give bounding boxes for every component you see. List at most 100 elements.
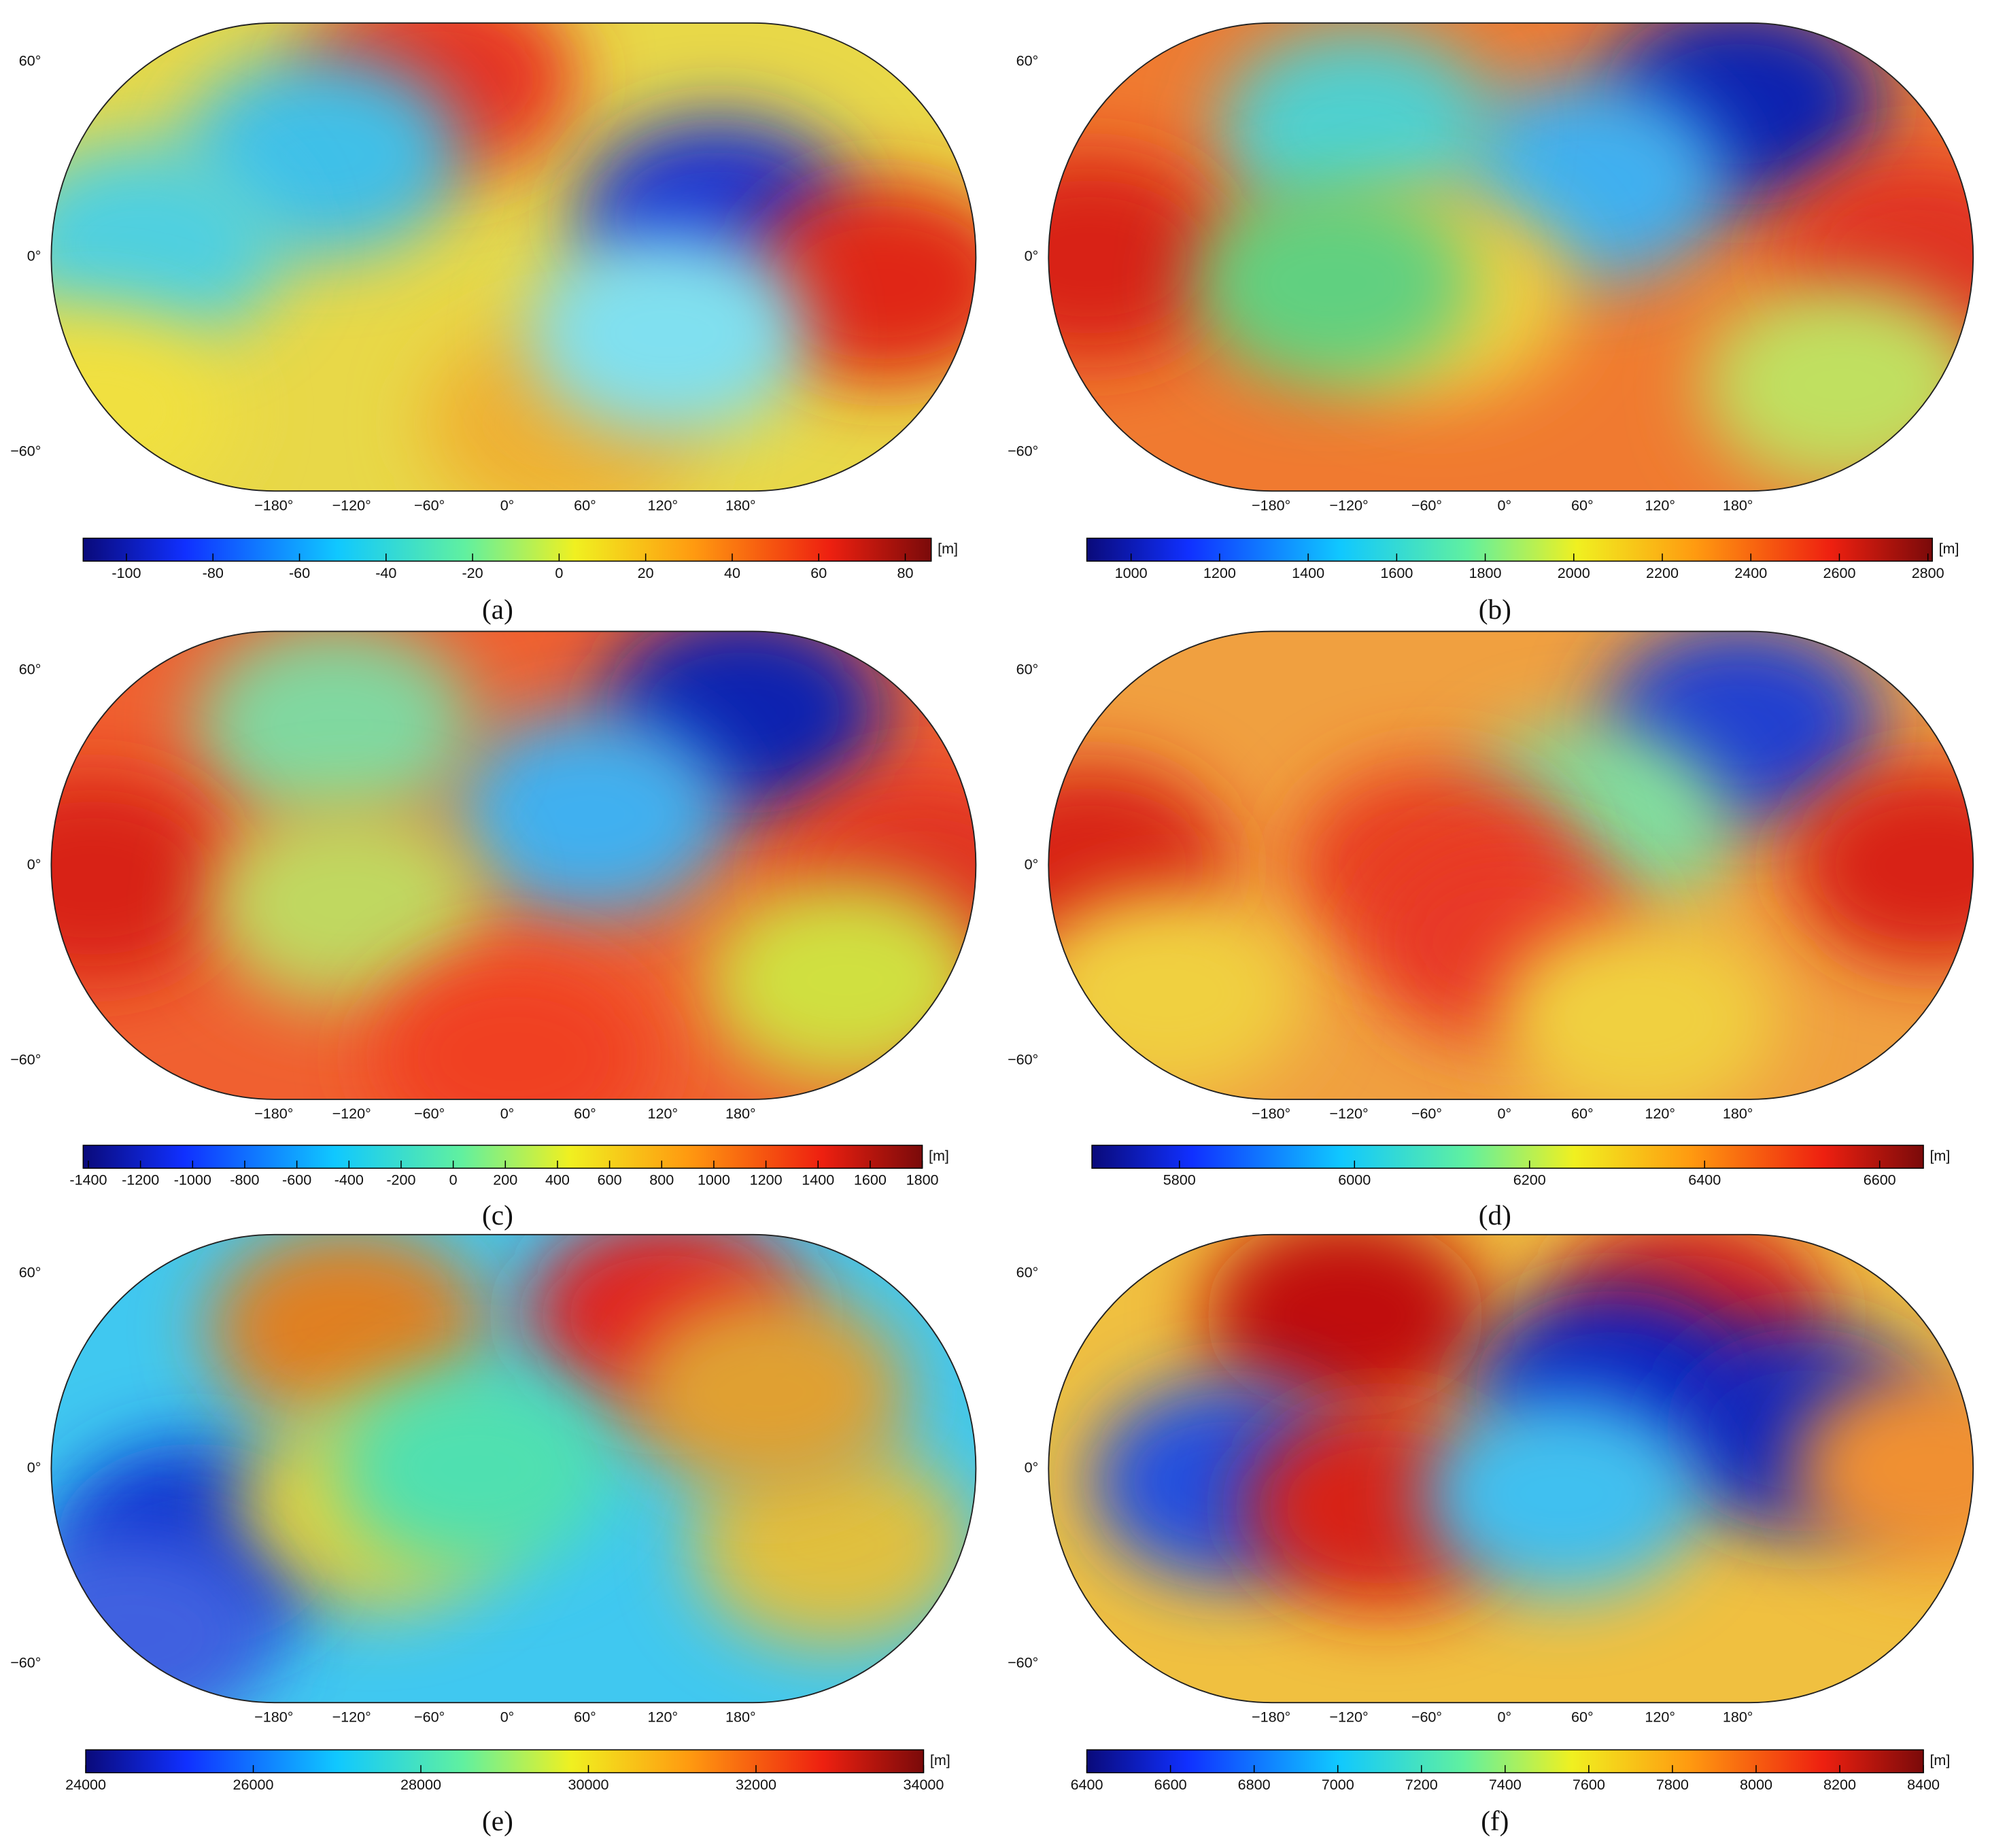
colorbar-tick-label: -60 [289, 564, 310, 581]
panel-label: (a) [482, 594, 513, 626]
colorbar-tick-label: 6600 [1154, 1776, 1187, 1793]
panel-label: (b) [1479, 594, 1511, 626]
colorbar [82, 1144, 923, 1169]
lon-tick-label: 0° [1498, 496, 1512, 513]
lat-tick-label: −60° [10, 1654, 41, 1671]
colorbar-tick-label: 1400 [1292, 564, 1324, 581]
colorbar-tick-label: 7200 [1405, 1776, 1438, 1793]
map-field [704, 878, 976, 1082]
lat-tick-label: 60° [19, 1264, 41, 1281]
lon-tick-label: 60° [574, 1105, 596, 1122]
map-border [1048, 630, 1974, 1100]
colorbar-tick-label: 8400 [1907, 1776, 1940, 1793]
lon-tick-label: 180° [725, 496, 756, 513]
lat-tick-label: −60° [10, 443, 41, 460]
map [1048, 1234, 1974, 1703]
colorbar-tick-label: 200 [493, 1171, 517, 1188]
lat-tick-label: −60° [10, 1050, 41, 1067]
lon-tick-label: 120° [648, 1708, 679, 1725]
lon-tick-label: 120° [1645, 496, 1675, 513]
colorbar-tick-label: 7000 [1322, 1776, 1354, 1793]
map-field [1048, 154, 1231, 360]
lon-tick-label: 120° [648, 1105, 679, 1122]
colorbar-tick-label: -1200 [122, 1171, 159, 1188]
colorbar-tick-label: 1800 [906, 1171, 939, 1188]
lon-tick-label: −60° [1411, 1105, 1442, 1122]
lat-tick-label: 60° [1016, 660, 1039, 677]
lon-tick-label: 180° [1723, 1105, 1753, 1122]
colorbar-tick-label: 7400 [1489, 1776, 1522, 1793]
colorbar-tick-label: 1600 [854, 1171, 887, 1188]
panel-label: (e) [482, 1805, 513, 1837]
map-field [334, 1366, 616, 1571]
colorbar-tick-label: -20 [462, 564, 483, 581]
lon-tick-label: −60° [1411, 496, 1442, 513]
lon-tick-label: −180° [1252, 1105, 1290, 1122]
map-field [1421, 1392, 1702, 1596]
colorbar-tick-label: 400 [545, 1171, 570, 1188]
colorbar-tick-label: 26000 [233, 1776, 274, 1793]
lon-tick-label: 0° [500, 1105, 515, 1122]
colorbar-tick-label: 600 [598, 1171, 622, 1188]
colorbar-tick-label: 6600 [1864, 1171, 1896, 1188]
colorbar-tick-label: 1800 [1469, 564, 1502, 581]
colorbar-tick-label: -200 [386, 1171, 415, 1188]
lat-tick-label: 0° [1025, 247, 1039, 264]
colorbar-unit: [m] [1929, 1751, 1950, 1768]
colorbar-unit: [m] [1929, 1147, 1950, 1164]
lon-tick-label: 0° [500, 1708, 515, 1725]
lat-tick-label: 0° [1025, 855, 1039, 872]
lon-tick-label: 60° [1571, 1708, 1594, 1725]
lon-tick-label: −180° [254, 1708, 293, 1725]
map-field [1791, 1366, 1974, 1571]
lon-tick-label: −60° [414, 1708, 445, 1725]
map-border [1048, 22, 1974, 492]
colorbar-tick-label: 0 [449, 1171, 458, 1188]
map-border [50, 630, 977, 1100]
colorbar-tick-label: 80 [897, 564, 914, 581]
colorbar-tick-label: 20 [638, 564, 654, 581]
map-field [449, 712, 731, 917]
colorbar [1086, 537, 1933, 562]
colorbar-tick-label: 30000 [568, 1776, 609, 1793]
lat-tick-label: 0° [27, 855, 41, 872]
colorbar [85, 1749, 925, 1774]
lat-tick-label: 60° [1016, 1264, 1039, 1281]
lon-tick-label: −60° [414, 496, 445, 513]
map [1048, 631, 1974, 1099]
map-field [692, 1443, 973, 1647]
lon-tick-label: −180° [1252, 1708, 1290, 1725]
colorbar-tick-label: -800 [230, 1171, 259, 1188]
panel-label: (c) [482, 1199, 513, 1231]
map-field [1791, 763, 1974, 968]
colorbar-tick-label: 8200 [1823, 1776, 1856, 1793]
lon-tick-label: −120° [332, 1105, 371, 1122]
map [51, 1234, 976, 1703]
colorbar-tick-label: 34000 [903, 1776, 944, 1793]
colorbar-tick-label: 24000 [65, 1776, 106, 1793]
lat-tick-label: 60° [19, 52, 41, 69]
colorbar-tick-label: 6200 [1513, 1171, 1546, 1188]
map-border [50, 22, 977, 492]
colorbar-tick-label: 1400 [802, 1171, 834, 1188]
colorbar-tick-label: 2200 [1646, 564, 1679, 581]
lon-tick-label: 60° [1571, 496, 1594, 513]
lon-tick-label: 0° [1498, 1708, 1512, 1725]
map-field [1205, 1234, 1486, 1418]
map-field [373, 955, 654, 1099]
colorbar-tick-label: 6400 [1688, 1171, 1721, 1188]
lat-tick-label: −60° [1008, 443, 1038, 460]
lon-tick-label: 60° [574, 496, 596, 513]
colorbar [82, 537, 932, 562]
lat-tick-label: 60° [19, 660, 41, 677]
map-field [207, 801, 488, 1006]
map-field [1192, 180, 1473, 385]
map-field [1217, 27, 1498, 232]
lat-tick-label: 0° [1025, 1459, 1039, 1476]
lon-tick-label: 60° [574, 1708, 596, 1725]
lon-tick-label: −120° [332, 1708, 371, 1725]
map-field [194, 631, 476, 827]
colorbar-tick-label: -600 [282, 1171, 311, 1188]
panel-label: (f) [1481, 1805, 1509, 1837]
colorbar-tick-label: 2400 [1734, 564, 1767, 581]
